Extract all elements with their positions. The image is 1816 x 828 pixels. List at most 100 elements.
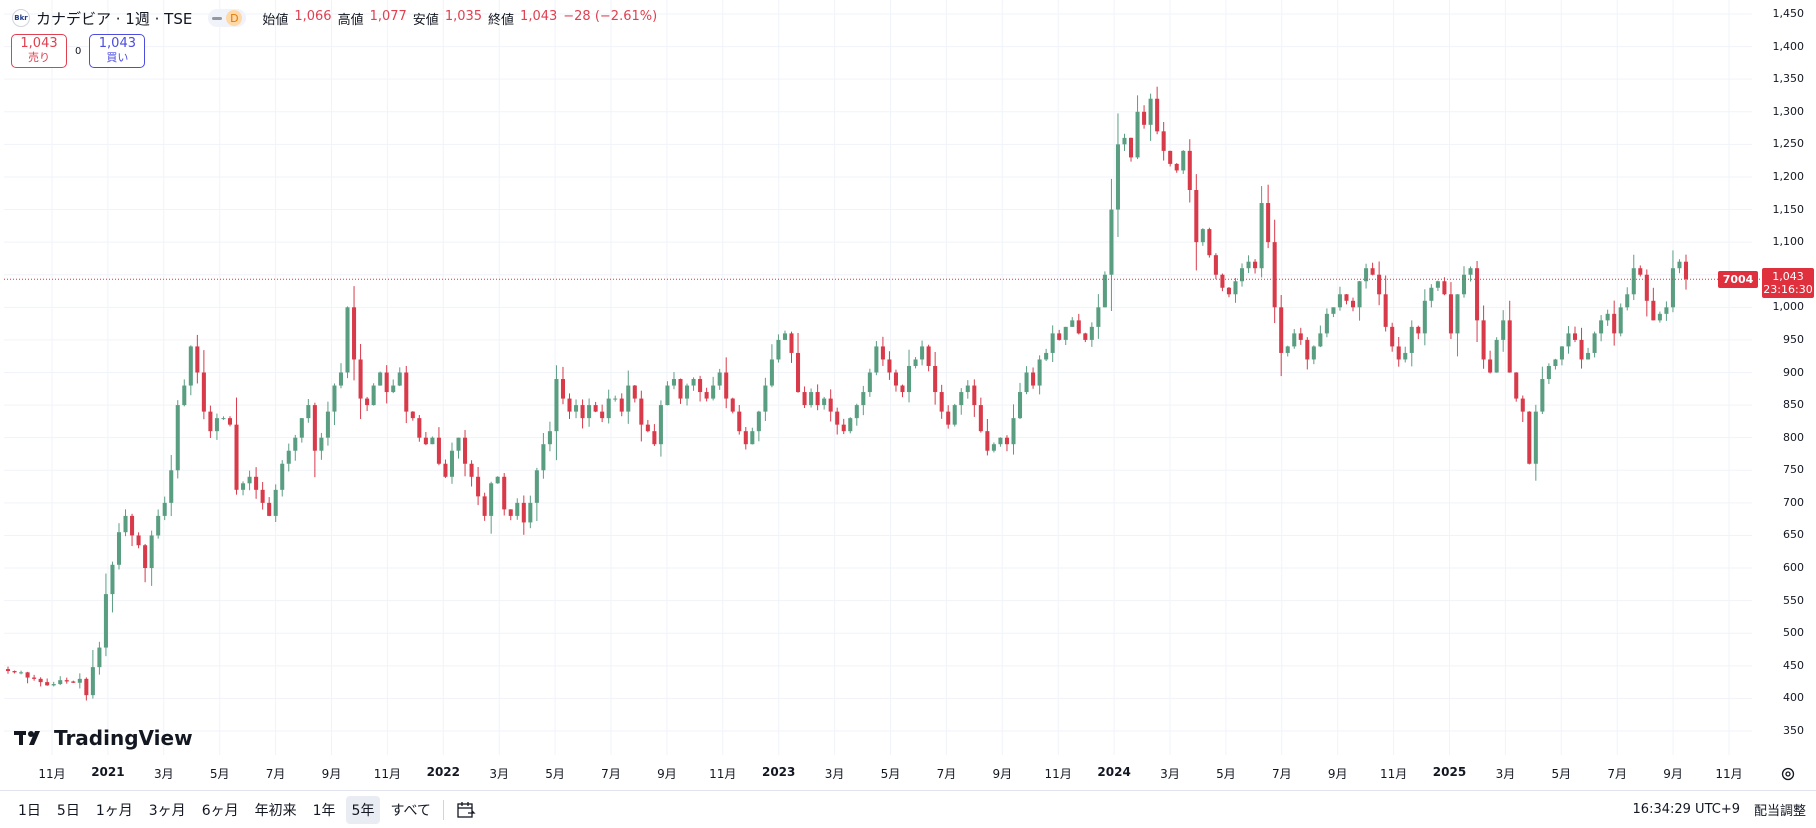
candle-body [861, 392, 866, 406]
candle-body [606, 398, 611, 419]
eye-icon[interactable] [212, 16, 223, 20]
candle-body [319, 437, 324, 451]
candle-body [1357, 281, 1362, 308]
candle-body [1168, 150, 1173, 164]
candle-body [1618, 307, 1623, 334]
candle-body [1631, 268, 1636, 295]
range-button[interactable]: 6ヶ月 [201, 802, 239, 819]
symbol-title[interactable]: カナデビア · 1週 · TSE [36, 9, 193, 28]
price-axis-label: 1,400 [1772, 39, 1805, 53]
candlestick-chart[interactable] [0, 0, 1816, 790]
candle-body [90, 667, 95, 696]
tradingview-logo[interactable]: TradingView [14, 726, 193, 750]
candle-body [175, 405, 180, 471]
range-button[interactable]: 年初来 [254, 802, 297, 819]
time-axis-label: 7月 [1607, 767, 1628, 781]
candle-body [534, 470, 539, 503]
low-key: 安値 [412, 12, 439, 28]
chart-area[interactable]: Bkr カナデビア · 1週 · TSE D 始値 1,066 高値 1,077 安… [0, 0, 1816, 790]
candle-body [1115, 144, 1120, 210]
candle-body [260, 489, 265, 503]
candle-body [502, 476, 507, 510]
buy-button[interactable]: 1,043 買い [89, 34, 146, 68]
time-axis-label: 5月 [209, 767, 230, 781]
candle-body [1246, 261, 1251, 269]
range-button[interactable]: 5日 [56, 802, 80, 819]
time-axis-label: 7月 [936, 767, 957, 781]
candle-body [214, 418, 219, 432]
range-button[interactable]: 1日 [18, 802, 41, 819]
dividend-badge[interactable]: D [226, 10, 243, 26]
candle-body [515, 502, 520, 516]
candle-body [489, 483, 494, 516]
range-buttons: 1日 5日 1ヶ月 3ヶ月 6ヶ月 年初来 1年 5年 すべて [8, 795, 437, 824]
candle-body [273, 489, 278, 516]
candle-body [1220, 274, 1225, 288]
price-axis-label: 1,250 [1772, 137, 1805, 151]
toolbar-divider [442, 799, 444, 820]
candle-body [1089, 326, 1094, 340]
candle-body [587, 405, 592, 419]
candle-body [508, 509, 513, 516]
dividend-adjust-toggle[interactable]: 配当調整 [1753, 804, 1806, 819]
candle-body [1239, 268, 1245, 282]
candle-body [1670, 268, 1675, 308]
range-button[interactable]: 1ヶ月 [95, 802, 133, 819]
range-button[interactable]: すべて [390, 802, 431, 819]
candle-body [1501, 320, 1506, 340]
candle-body [143, 545, 148, 569]
candle-body [1207, 229, 1212, 256]
range-button[interactable]: 1年 [312, 802, 336, 819]
price-axis-label: 1,450 [1772, 7, 1805, 20]
goto-date-calendar-icon[interactable] [456, 801, 476, 819]
clock-timezone[interactable]: 16:34:29 UTC+9 [1632, 802, 1740, 817]
candle-body [711, 385, 716, 399]
candle-body [658, 405, 663, 445]
price-axis-label: 600 [1783, 561, 1804, 575]
candle-body [645, 424, 650, 432]
candle-body [854, 405, 859, 419]
candle-body [1586, 352, 1591, 360]
candle-body [724, 372, 729, 399]
symbol-logo: Bkr [12, 9, 30, 27]
candle-body [299, 418, 304, 438]
candle-body [1494, 339, 1499, 373]
bottom-toolbar: 1日 5日 1ヶ月 3ヶ月 6ヶ月 年初来 1年 5年 すべて 16:34:29 UTC+9 配… [0, 790, 1816, 828]
candle-body [541, 444, 546, 471]
candle-body [195, 346, 200, 373]
candle-body [554, 379, 559, 432]
candle-body [528, 502, 533, 523]
settings-gear-icon[interactable] [1780, 766, 1796, 782]
candle-body [946, 411, 951, 425]
time-axis-label: 11月 [709, 767, 737, 781]
candle-body [123, 515, 128, 533]
sell-button[interactable]: 1,043 売り [11, 34, 67, 68]
range-button[interactable]: 3ヶ月 [148, 802, 186, 819]
price-axis-label: 1,200 [1772, 169, 1805, 183]
candle-body [1004, 437, 1009, 445]
candle-body [1259, 203, 1264, 269]
candle-body [1083, 333, 1088, 340]
time-axis-label: 11月 [1379, 767, 1408, 781]
time-axis-label: 3月 [153, 767, 174, 781]
candle-body [1383, 294, 1388, 327]
candle-body [1037, 359, 1042, 386]
price-axis-label: 1,350 [1772, 72, 1805, 86]
candle-body [1364, 268, 1369, 282]
range-button[interactable]: 5年 [345, 795, 381, 824]
candle-body [782, 333, 787, 340]
candle-body [1605, 313, 1610, 321]
candle-body [600, 411, 605, 419]
candle-body [234, 424, 239, 490]
visibility-pill[interactable]: D [208, 9, 247, 27]
candle-body [1148, 98, 1153, 125]
candle-body [1161, 131, 1166, 151]
candle-body [1566, 333, 1571, 347]
candle-body [182, 385, 187, 406]
candle-body [247, 476, 252, 484]
candle-body [1488, 359, 1493, 373]
candle-body [1559, 346, 1564, 360]
candle-body [1213, 255, 1218, 275]
candle-body [1455, 294, 1460, 334]
candle-body [985, 431, 990, 451]
